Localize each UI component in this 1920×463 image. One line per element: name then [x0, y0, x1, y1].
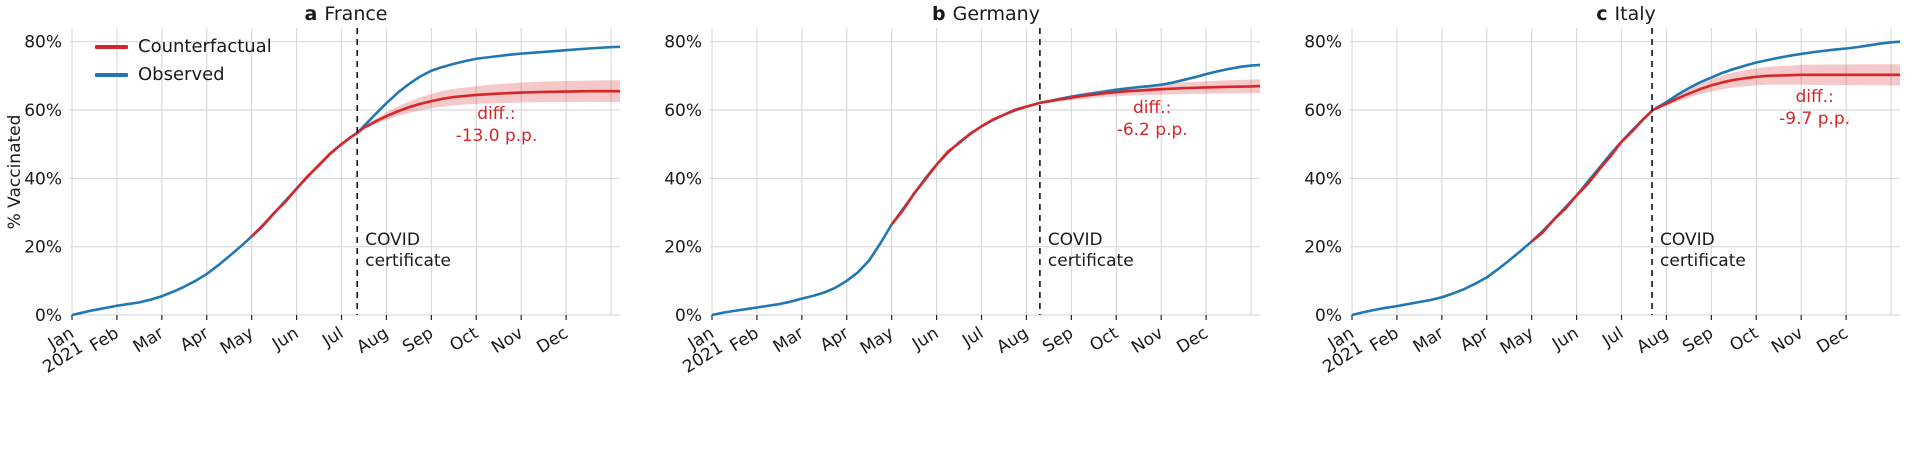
x-tick-label: Feb [726, 323, 762, 356]
panel-country: Italy [1614, 3, 1656, 25]
diff-label: diff.: -9.7 p.p. [1779, 87, 1851, 130]
y-axis-title: % Vaccinated [5, 114, 25, 230]
x-tick-label: Feb [1366, 323, 1402, 356]
counterfactual-line [890, 84, 1261, 226]
y-tick-label: 40% [1304, 169, 1342, 189]
legend-label-counterfactual: Counterfactual [138, 36, 272, 57]
y-tick-label: 80% [24, 33, 62, 53]
x-tick-label: Oct [446, 323, 482, 356]
x-tick-label: May [217, 323, 257, 359]
observed-line-swatch [95, 72, 128, 77]
panel-germany: 0% 20% 40% 60% 80% Jan2021 Feb Mar Apr May Jun Jul A… [640, 0, 1280, 463]
panel-country: France [324, 3, 388, 25]
x-tick-label: Aug [993, 323, 1032, 358]
counterfactual-line-swatch [95, 44, 128, 49]
y-tick-label: 80% [1304, 33, 1342, 53]
certificate-label: COVID certificate [365, 229, 451, 271]
panel-france: 0% 20% 40% 60% 80% Jan2021 Feb Mar Apr May Jun Jul A… [0, 0, 640, 463]
legend-label-observed: Observed [138, 64, 225, 85]
certificate-label: COVID certificate [1660, 229, 1746, 271]
x-tick-label: Jul [318, 323, 347, 351]
x-tick-label: Mar [1410, 323, 1448, 357]
y-tick-label: 40% [664, 169, 702, 189]
diff-label: diff.: -13.0 p.p. [455, 104, 538, 147]
panel-title: a France [52, 3, 640, 25]
x-tick-label: Aug [353, 323, 392, 358]
x-tick-label: May [1497, 323, 1537, 359]
y-tick-label: 60% [1304, 101, 1342, 121]
x-tick-label: Jan2021 [1310, 323, 1366, 377]
panel-title: b Germany [692, 3, 1280, 25]
counterfactual-line [250, 89, 620, 238]
germany-chart: 0% 20% 40% 60% 80% Jan2021 Feb Mar Apr May Jun Jul A… [664, 28, 1261, 378]
x-tick-label: Apr [817, 323, 853, 356]
x-tick-label: Oct [1726, 323, 1762, 356]
x-tick-label: Mar [770, 323, 808, 357]
x-tick-label: Jun [908, 323, 942, 355]
y-tick-label: 20% [664, 238, 702, 258]
panel-country: Germany [952, 3, 1040, 25]
legend-item-observed: Observed [95, 64, 272, 85]
legend-item-counterfactual: Counterfactual [95, 36, 272, 57]
x-tick-label: Aug [1633, 323, 1672, 358]
x-tick-label: Nov [488, 323, 527, 358]
confidence-band [357, 80, 620, 133]
x-tick-label: Sep [399, 323, 437, 357]
y-tick-label: 0% [35, 306, 62, 326]
y-tick-label: 60% [24, 101, 62, 121]
certificate-label: COVID certificate [1047, 229, 1134, 271]
panel-title: c Italy [1332, 3, 1920, 25]
x-tick-label: Jul [958, 323, 987, 351]
y-tick-label: 80% [664, 33, 702, 53]
x-tick-label: Dec [533, 323, 572, 357]
x-tick-label: Dec [1813, 323, 1852, 357]
y-tick-label: 0% [675, 306, 702, 326]
x-tick-label: Sep [1039, 323, 1077, 357]
diff-label: diff.: -6.2 p.p. [1116, 97, 1188, 140]
y-tick-label: 60% [664, 101, 702, 121]
panel-italy: 0% 20% 40% 60% 80% Jan2021 Feb Mar Apr May Jun Jul A… [1280, 0, 1920, 463]
panel-letter: c [1596, 3, 1608, 25]
x-tick-label: Jul [1598, 323, 1627, 351]
france-chart: 0% 20% 40% 60% 80% Jan2021 Feb Mar Apr May Jun Jul A… [24, 28, 621, 378]
y-tick-label: 0% [1315, 306, 1342, 326]
x-tick-label: Feb [86, 323, 122, 356]
x-tick-label: Mar [130, 323, 168, 357]
x-tick-label: May [857, 323, 897, 359]
x-tick-label: Jan2021 [670, 323, 726, 377]
x-tick-label: Jan2021 [30, 323, 86, 377]
x-tick-label: Jun [268, 323, 302, 355]
x-tick-label: Jun [1548, 323, 1582, 355]
counterfactual-line [1530, 73, 1900, 243]
x-tick-label: Apr [1457, 323, 1493, 356]
x-tick-label: Oct [1086, 323, 1122, 356]
y-tick-label: 20% [1304, 238, 1342, 258]
panel-letter: a [304, 3, 318, 25]
x-tick-label: Dec [1173, 323, 1212, 357]
panel-letter: b [932, 3, 946, 25]
x-tick-label: Nov [1128, 323, 1167, 358]
x-tick-label: Apr [177, 323, 213, 356]
x-tick-label: Sep [1679, 323, 1717, 357]
x-tick-label: Nov [1768, 323, 1807, 358]
y-tick-label: 20% [24, 238, 62, 258]
italy-chart: 0% 20% 40% 60% 80% Jan2021 Feb Mar Apr May Jun Jul A… [1304, 28, 1901, 378]
legend: Counterfactual Observed [95, 36, 272, 85]
y-tick-label: 40% [24, 169, 62, 189]
